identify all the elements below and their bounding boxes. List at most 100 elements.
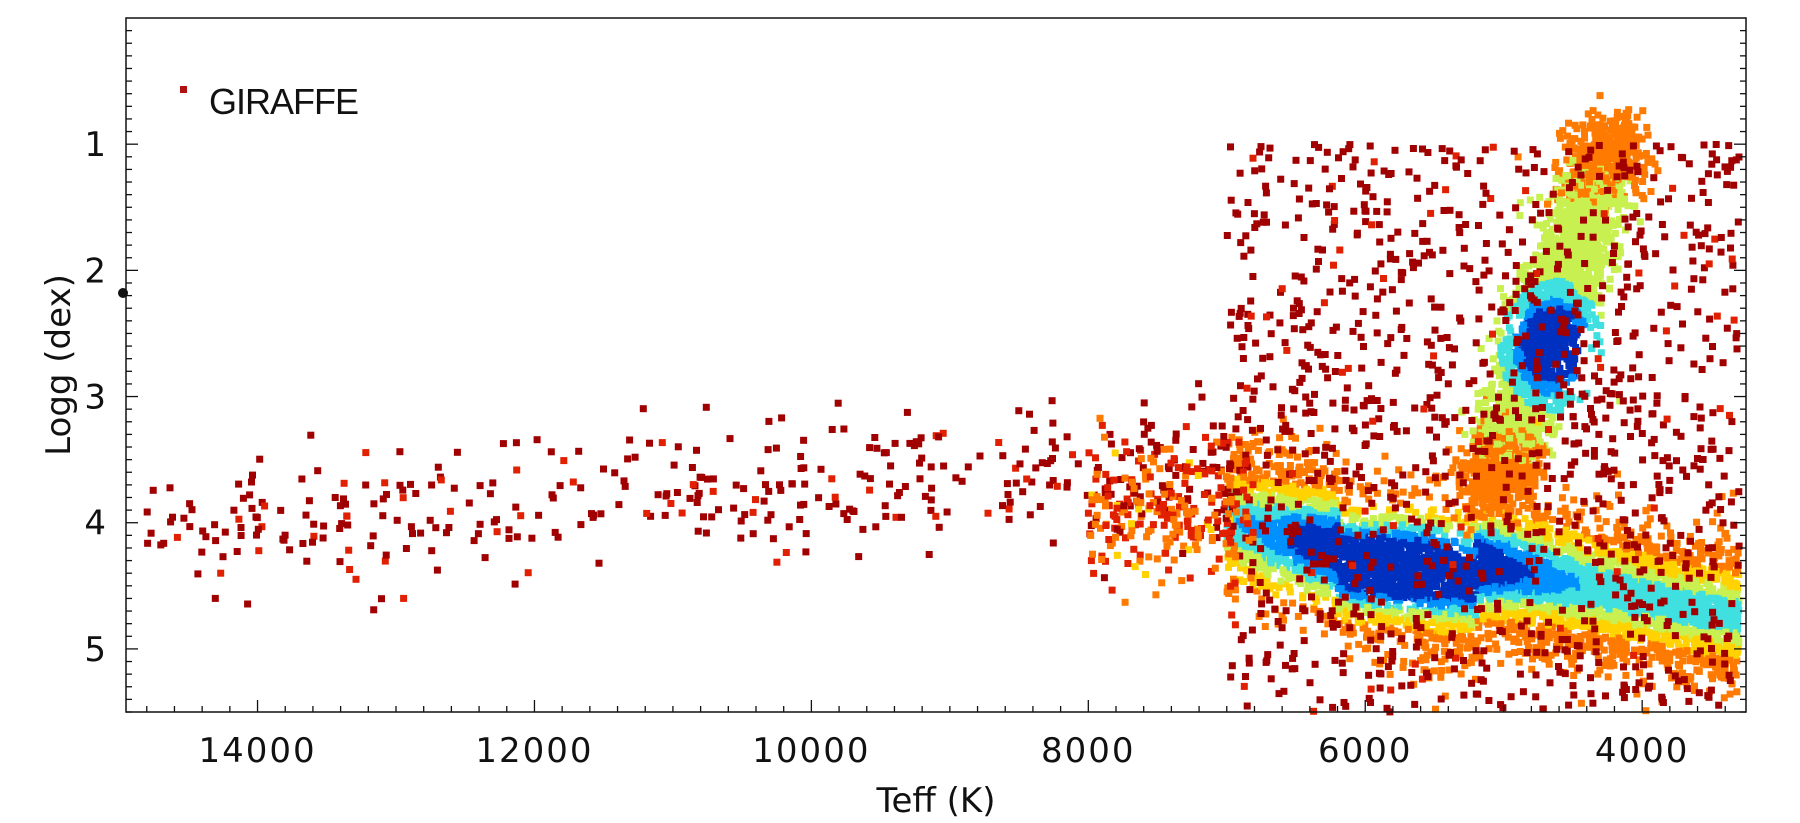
data-point	[1697, 545, 1705, 553]
data-point	[1576, 544, 1584, 552]
data-point	[1421, 536, 1429, 544]
data-point	[1662, 552, 1670, 560]
data-point	[1551, 606, 1558, 614]
data-point	[1598, 585, 1606, 593]
data-point	[1695, 539, 1703, 547]
data-point	[1536, 596, 1544, 604]
data-point	[1607, 573, 1615, 581]
data-point	[1673, 683, 1681, 691]
data-point	[1557, 596, 1565, 604]
data-point	[1260, 512, 1268, 520]
data-point	[1534, 581, 1542, 589]
data-point	[1454, 593, 1462, 601]
data-point	[1704, 549, 1712, 557]
data-point	[1349, 568, 1357, 576]
data-point	[1410, 576, 1418, 584]
data-point	[1367, 569, 1375, 577]
data-point	[1437, 608, 1445, 616]
data-point	[1726, 563, 1733, 571]
data-point	[1519, 627, 1527, 635]
data-point	[1324, 620, 1332, 628]
data-point	[1303, 587, 1311, 595]
data-point	[1681, 555, 1689, 562]
data-point	[1615, 491, 1622, 499]
data-point	[1644, 535, 1652, 543]
data-point	[1231, 586, 1239, 594]
data-point	[1450, 604, 1458, 612]
data-point	[1411, 485, 1419, 493]
data-point	[1585, 536, 1593, 544]
data-point	[1655, 586, 1663, 594]
data-point	[1308, 466, 1316, 474]
data-point	[1359, 527, 1367, 535]
data-point	[1374, 528, 1382, 536]
data-point	[1317, 564, 1325, 572]
data-point	[1277, 486, 1285, 494]
data-point	[1292, 434, 1299, 442]
data-point	[1524, 525, 1532, 533]
data-point	[1591, 588, 1599, 596]
data-point	[1381, 557, 1389, 565]
data-point	[1521, 562, 1529, 570]
data-point	[1321, 526, 1329, 533]
data-point	[1341, 536, 1349, 544]
data-point	[1356, 593, 1364, 601]
data-point	[1618, 646, 1626, 654]
data-point	[1439, 615, 1447, 623]
data-point	[1364, 604, 1372, 612]
data-point	[1273, 560, 1281, 568]
data-point	[1615, 518, 1623, 526]
data-point	[1634, 648, 1642, 655]
data-point	[1438, 628, 1446, 636]
data-point	[1734, 566, 1741, 574]
data-point	[1660, 611, 1668, 619]
data-point	[1281, 507, 1289, 515]
data-point	[1395, 572, 1403, 580]
data-point	[1402, 584, 1410, 592]
data-point	[1509, 500, 1517, 508]
data-point	[1462, 595, 1470, 603]
data-point	[1575, 568, 1583, 576]
data-point	[1591, 541, 1599, 549]
data-point	[1417, 543, 1425, 551]
data-point	[1493, 645, 1501, 653]
data-point	[1333, 468, 1341, 475]
data-point	[1294, 554, 1302, 562]
data-point	[1489, 516, 1496, 524]
data-point	[1236, 475, 1244, 483]
data-point	[1345, 573, 1353, 581]
data-point	[1315, 547, 1323, 555]
data-point	[1668, 674, 1676, 682]
data-point	[1485, 563, 1493, 571]
data-point	[1535, 565, 1543, 573]
data-point	[1280, 599, 1288, 607]
data-point	[1375, 534, 1383, 542]
data-point	[1308, 576, 1316, 584]
data-point	[1505, 650, 1513, 658]
data-point	[1624, 574, 1632, 582]
data-point	[1680, 628, 1688, 636]
data-point	[1438, 667, 1446, 674]
data-point	[1475, 623, 1483, 631]
data-point	[1700, 600, 1708, 608]
data-point	[1548, 623, 1556, 631]
data-point	[1441, 618, 1449, 626]
data-point	[1622, 605, 1630, 613]
data-point	[1244, 555, 1252, 563]
data-point	[1478, 550, 1486, 558]
data-point	[1511, 616, 1519, 624]
data-point	[1580, 609, 1588, 617]
data-point	[1693, 626, 1701, 634]
data-point	[1392, 490, 1400, 498]
data-point	[1358, 531, 1366, 539]
data-point	[1302, 532, 1310, 540]
data-point	[1561, 504, 1569, 512]
data-point	[1280, 616, 1287, 624]
data-point	[1677, 600, 1685, 608]
data-point	[1665, 633, 1673, 641]
data-point	[1342, 550, 1350, 558]
data-point	[1645, 596, 1653, 604]
data-point	[1500, 610, 1508, 618]
data-point	[1462, 518, 1470, 526]
data-point	[1692, 600, 1700, 608]
